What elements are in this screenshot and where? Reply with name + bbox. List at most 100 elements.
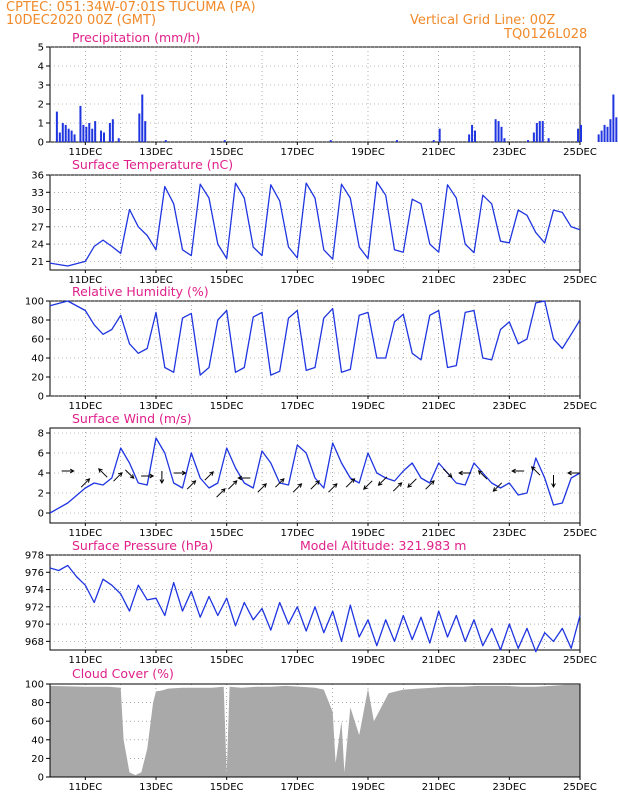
x-tick-label: 15DEC — [210, 655, 244, 666]
precip-bar — [329, 140, 332, 142]
precip-bar — [497, 121, 500, 142]
precip-bar — [577, 128, 580, 142]
plot-frame — [49, 300, 581, 397]
wind-arrow — [363, 480, 373, 490]
wind-arrow-head — [567, 470, 572, 476]
y-tick-label: 0 — [38, 509, 44, 520]
panel-3 — [46, 427, 581, 526]
precip-bar — [606, 126, 609, 142]
y-tick-label: 36 — [31, 171, 44, 182]
panel-1 — [46, 174, 581, 273]
x-tick-label: 25DEC — [563, 528, 597, 539]
panel-2 — [46, 300, 581, 399]
panel-annotation: Model Altitude: 321.983 m — [300, 538, 466, 553]
wind-arrow-head — [98, 468, 103, 473]
x-tick-label: 19DEC — [351, 782, 385, 793]
wind-arrow — [378, 476, 388, 486]
y-tick-label: 972 — [25, 602, 44, 613]
precip-bar — [144, 121, 147, 142]
wind-arrow-head — [492, 487, 498, 492]
panel-5 — [46, 683, 581, 780]
y-tick-label: 40 — [31, 354, 44, 365]
x-tick-label: 11DEC — [68, 655, 102, 666]
precip-bar — [73, 134, 76, 142]
wind-arrow — [392, 482, 402, 492]
wind-arrow-head — [262, 483, 267, 488]
precip-bar — [94, 121, 97, 142]
wind-arrow — [204, 471, 214, 481]
x-tick-label: 13DEC — [139, 528, 173, 539]
y-tick-label: 4 — [38, 62, 44, 73]
precip-bar — [82, 124, 85, 142]
y-tick-label: 970 — [25, 620, 44, 631]
precip-bar — [64, 124, 67, 142]
x-tick-label: 19DEC — [351, 147, 385, 158]
y-tick-label: 80 — [31, 698, 44, 709]
y-tick-label: 974 — [25, 585, 44, 596]
wind-arrow-head — [117, 472, 123, 477]
panel-title: Cloud Cover (%) — [72, 666, 174, 681]
wind-arrow-head — [377, 481, 383, 486]
x-tick-label: 15DEC — [210, 782, 244, 793]
precip-bar — [600, 130, 603, 142]
precip-bar — [55, 111, 58, 142]
wind-arrow-head — [458, 470, 463, 476]
precip-bar — [615, 117, 618, 142]
x-tick-label: 13DEC — [139, 655, 173, 666]
precip-bar — [395, 140, 398, 142]
x-tick-label: 15DEC — [210, 275, 244, 286]
precip-bar — [532, 132, 535, 142]
precip-bar — [164, 140, 167, 142]
precip-bar — [503, 138, 506, 142]
precip-bar — [223, 140, 226, 142]
x-tick-label: 15DEC — [210, 401, 244, 412]
x-tick-label: 25DEC — [563, 275, 597, 286]
wind-arrow-head — [511, 468, 516, 474]
y-tick-label: 976 — [25, 568, 44, 579]
wind-arrow — [345, 478, 355, 488]
wind-arrow — [80, 478, 90, 488]
wind-arrow-head — [315, 480, 320, 485]
x-tick-label: 11DEC — [68, 275, 102, 286]
wind-arrow-head — [447, 473, 453, 478]
header-grid-line: Vertical Grid Line: 00Z — [410, 13, 556, 28]
x-tick-label: 17DEC — [280, 655, 314, 666]
precip-bar — [527, 140, 529, 142]
panel-title: Surface Wind (m/s) — [72, 411, 192, 426]
x-tick-label: 23DEC — [492, 147, 526, 158]
x-tick-label: 21DEC — [422, 275, 456, 286]
wind-arrow — [275, 478, 285, 488]
wind-arrow-head — [237, 475, 243, 481]
y-tick-label: 978 — [25, 551, 44, 562]
x-tick-label: 13DEC — [139, 401, 173, 412]
x-tick-label: 19DEC — [351, 275, 385, 286]
wind-arrow-head — [332, 483, 338, 488]
y-tick-label: 5 — [38, 43, 44, 54]
wind-arrow — [113, 472, 123, 482]
y-tick-label: 3 — [38, 81, 44, 92]
precip-bar — [138, 113, 141, 142]
panel-title: Precipitation (mm/h) — [72, 30, 200, 45]
precip-bar — [100, 130, 103, 142]
y-tick-label: 0 — [38, 392, 44, 403]
x-tick-label: 17DEC — [280, 147, 314, 158]
x-tick-label: 15DEC — [210, 147, 244, 158]
plot-frame — [49, 554, 581, 651]
wind-arrow-head — [363, 485, 368, 490]
precip-bar — [603, 124, 606, 142]
series-line — [49, 437, 581, 514]
wind-arrow-head — [530, 466, 536, 471]
wind-arrow-head — [149, 473, 155, 479]
plot-frame-top — [49, 683, 581, 778]
x-tick-label: 19DEC — [351, 401, 385, 412]
x-tick-label: 13DEC — [139, 147, 173, 158]
y-tick-label: 33 — [31, 188, 44, 199]
y-tick-label: 2 — [38, 100, 44, 111]
precip-bar — [108, 123, 111, 142]
wind-arrow-head — [69, 468, 75, 474]
x-tick-label: 21DEC — [422, 782, 456, 793]
header-location: CPTEC: 051:34W-07:01S TUCUMA (PA) — [6, 0, 256, 15]
wind-arrow — [216, 488, 226, 498]
x-tick-label: 17DEC — [280, 401, 314, 412]
precip-bar — [67, 128, 70, 142]
